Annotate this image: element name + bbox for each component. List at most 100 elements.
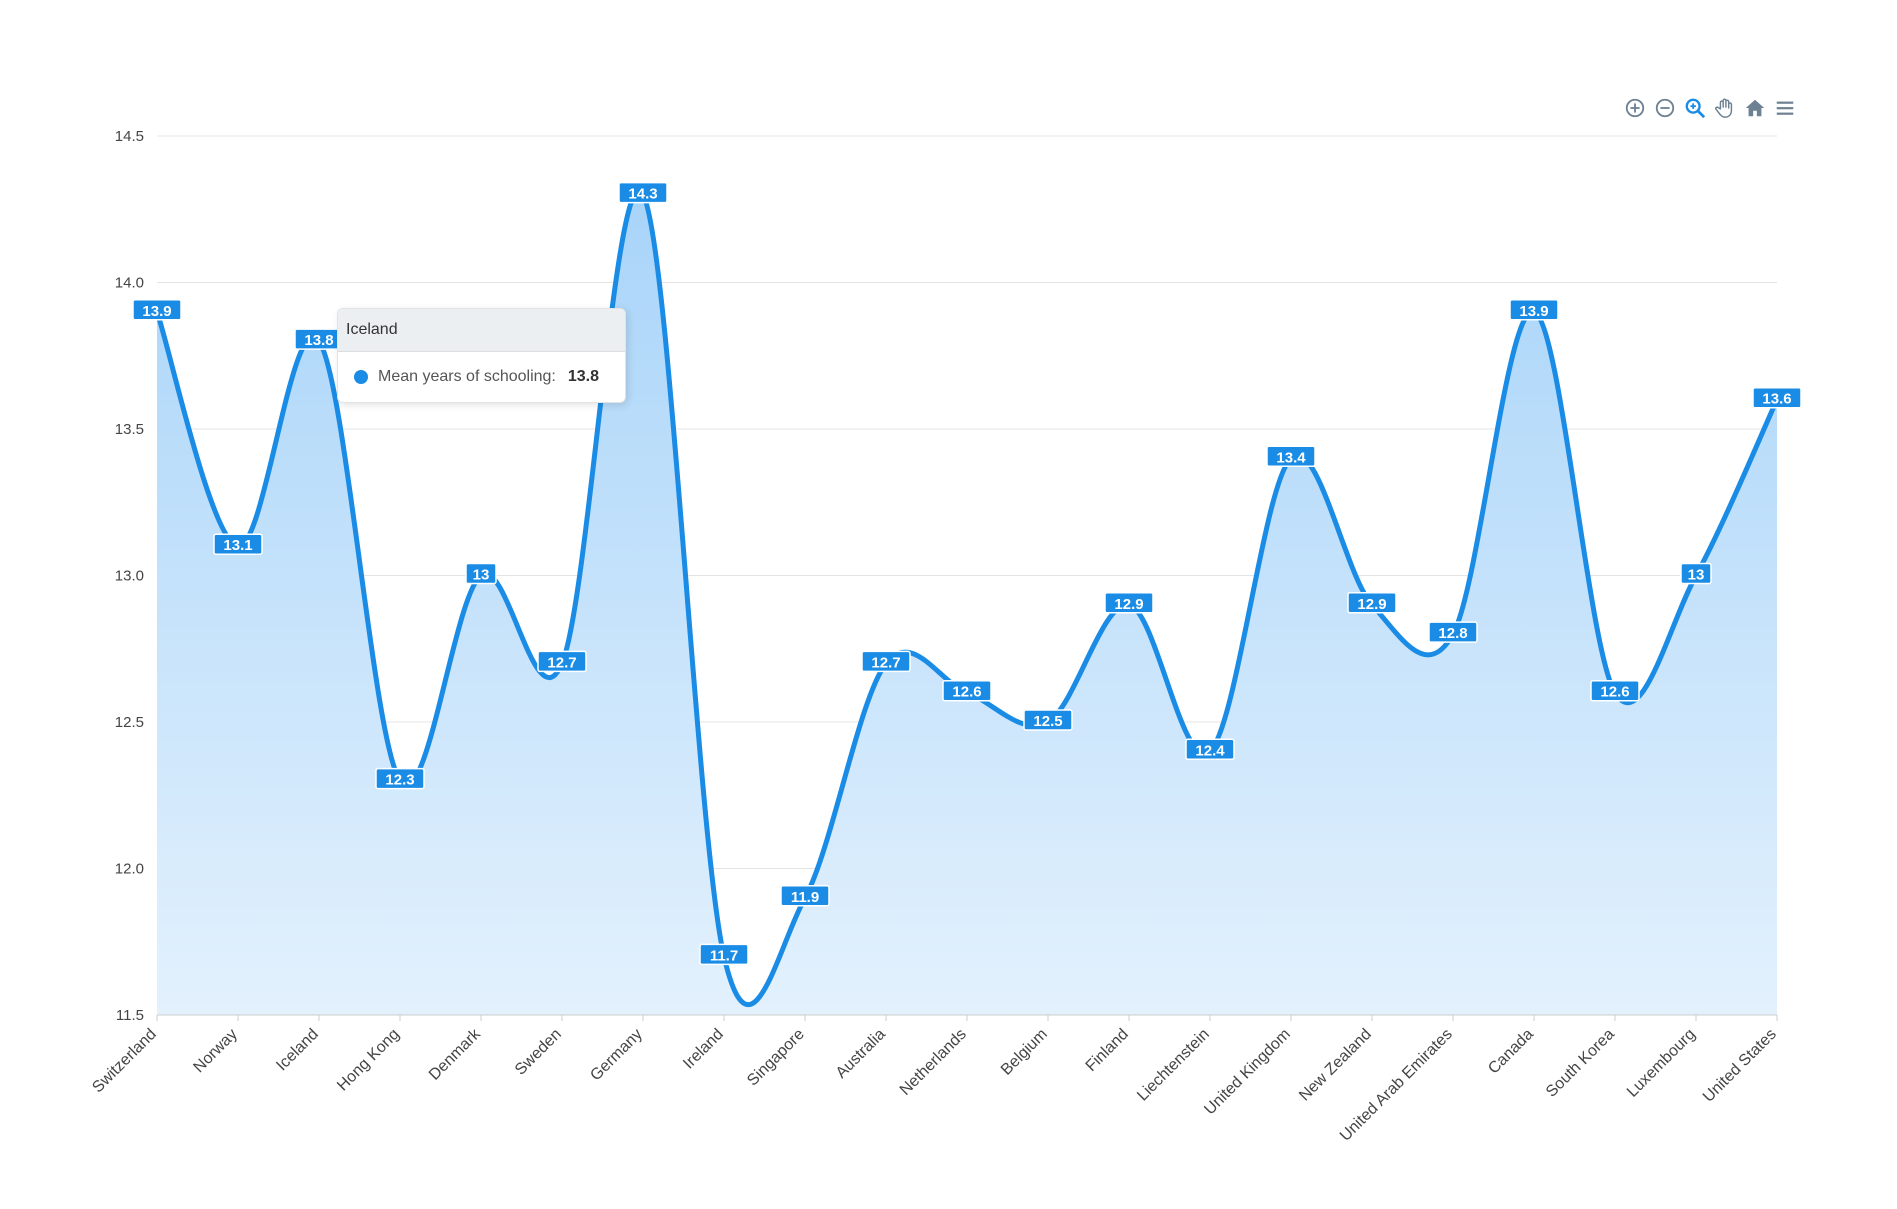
data-label-box [213, 533, 263, 555]
reset-zoom-button[interactable] [1743, 98, 1767, 122]
data-label-text: 13.8 [304, 332, 333, 349]
zoom-out-button[interactable] [1653, 98, 1677, 122]
x-tick-label: Switzerland [89, 1026, 160, 1097]
y-tick-label: 13.5 [115, 421, 144, 438]
data-label-box [1752, 386, 1802, 409]
data-label-text: 12.9 [1357, 596, 1386, 613]
data-label-text: 12.5 [1033, 713, 1062, 730]
x-tick-label: New Zealand [1296, 1026, 1375, 1105]
y-tick-label: 12.5 [115, 714, 144, 731]
data-label-text: 12.8 [1438, 625, 1467, 642]
tooltip-body: Mean years of schooling: 13.8 [338, 352, 625, 402]
x-tick-label: Iceland [273, 1026, 322, 1075]
x-tick-label: Sweden [512, 1026, 565, 1079]
data-label-box [942, 679, 992, 702]
data-label-box [861, 650, 911, 673]
home-reset-icon [1744, 97, 1766, 124]
x-tick-label: Canada [1485, 1026, 1537, 1078]
data-label-text: 12.9 [1114, 596, 1143, 613]
y-tick-label: 13.0 [115, 568, 144, 585]
x-tick-label: Germany [587, 1026, 646, 1085]
data-label-text: 13 [473, 567, 490, 584]
data-label-box [375, 767, 425, 790]
data-label-text: 12.4 [1195, 742, 1225, 759]
x-tick-label: Hong Kong [334, 1026, 403, 1095]
data-label-text: 12.7 [547, 654, 576, 671]
y-tick-label: 14.5 [115, 128, 144, 145]
x-tick-label: Netherlands [897, 1026, 970, 1099]
data-label: 14.3 [618, 181, 668, 204]
data-label-box [618, 181, 668, 204]
y-tick-label: 12.0 [115, 861, 144, 878]
data-label: 13 [465, 562, 497, 585]
zoom-select-button[interactable] [1683, 98, 1707, 122]
data-label-box [1104, 592, 1154, 614]
chart-toolbar [1623, 98, 1797, 122]
data-label: 13.6 [1752, 386, 1802, 409]
x-tick-label: Singapore [744, 1026, 808, 1090]
data-label-text: 13.4 [1276, 449, 1306, 466]
x-tick-label: Denmark [426, 1025, 485, 1084]
data-label-box [1266, 445, 1316, 468]
data-label: 12.8 [1428, 621, 1478, 643]
x-tick-label: United States [1700, 1026, 1780, 1106]
data-label: 13 [1680, 562, 1712, 585]
tooltip-series-label: Mean years of schooling: [378, 368, 556, 385]
data-label-text: 13.6 [1762, 391, 1791, 408]
data-label-box [1590, 679, 1640, 702]
data-label-text: 12.3 [385, 772, 414, 789]
data-label-text: 12.6 [952, 684, 981, 701]
data-label-text: 12.6 [1600, 684, 1629, 701]
menu-icon [1774, 97, 1796, 124]
x-tick-label: Finland [1083, 1026, 1132, 1075]
data-label-text: 13 [1688, 567, 1705, 584]
data-label-box [1185, 738, 1235, 761]
x-tick-label: Norway [190, 1026, 240, 1076]
data-label: 12.4 [1185, 738, 1235, 761]
series-marker-icon [354, 370, 368, 384]
data-label-text: 14.3 [628, 186, 657, 203]
zoom-in-icon [1624, 97, 1646, 124]
y-tick-label: 11.5 [116, 1007, 144, 1024]
data-label: 13.9 [132, 299, 182, 321]
data-label-box [1347, 592, 1397, 614]
data-label-box [132, 299, 182, 321]
data-label-box [465, 562, 497, 585]
data-label: 12.3 [375, 767, 425, 790]
data-label-text: 11.7 [710, 947, 738, 964]
data-label-text: 13.9 [142, 303, 171, 320]
data-label: 12.6 [1590, 679, 1640, 702]
data-label: 13.9 [1509, 299, 1559, 321]
data-label: 11.7 [699, 943, 749, 966]
chart-menu-button[interactable] [1773, 98, 1797, 122]
x-tick-label: Belgium [998, 1026, 1051, 1079]
data-label-box [780, 885, 830, 907]
data-label: 11.9 [780, 885, 830, 907]
data-label: 12.7 [861, 650, 911, 673]
tooltip-value: 13.8 [567, 368, 600, 385]
data-label: 13.4 [1266, 445, 1316, 468]
pan-hand-icon [1714, 97, 1736, 124]
x-tick-label: United Kingdom [1201, 1026, 1294, 1119]
data-label-text: 13.9 [1519, 303, 1548, 320]
data-label-box [1680, 562, 1712, 585]
zoom-select-icon [1684, 97, 1706, 124]
pan-button[interactable] [1713, 98, 1737, 122]
data-label-text: 11.9 [791, 889, 819, 906]
x-tick-label: Australia [833, 1026, 889, 1082]
data-label: 12.9 [1104, 592, 1154, 614]
x-tick-label: Ireland [680, 1026, 727, 1073]
zoom-out-icon [1654, 97, 1676, 124]
data-label: 12.7 [537, 650, 587, 673]
data-label-box [1023, 709, 1073, 731]
zoom-in-button[interactable] [1623, 98, 1647, 122]
data-label-box [1509, 299, 1559, 321]
data-label-box [537, 650, 587, 673]
hover-tooltip: Iceland Mean years of schooling: 13.8 [337, 308, 626, 403]
data-label: 12.6 [942, 679, 992, 702]
data-label: 13.1 [213, 533, 263, 555]
tooltip-title: Iceland [338, 309, 625, 352]
data-label-text: 12.7 [871, 654, 900, 671]
